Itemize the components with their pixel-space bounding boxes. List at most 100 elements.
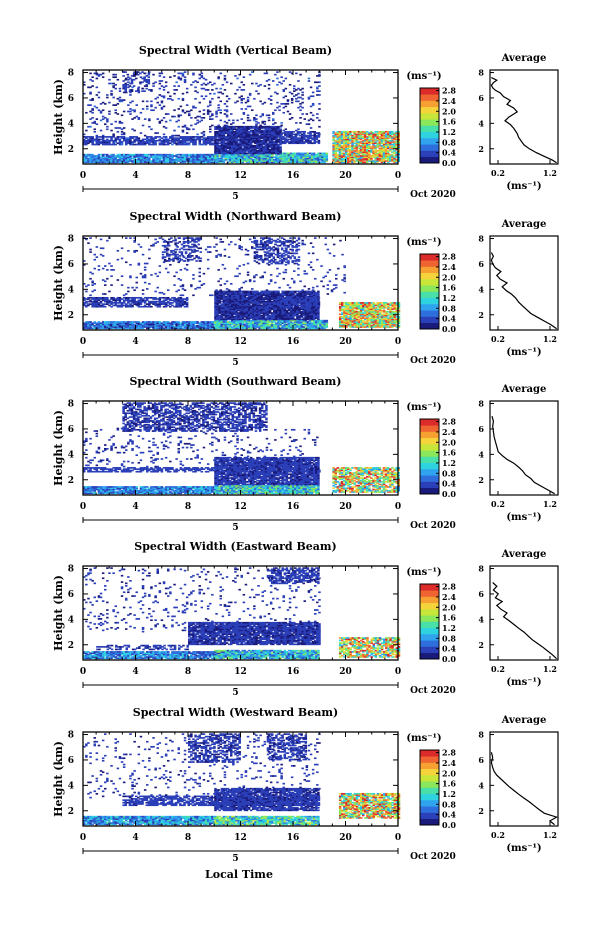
- colorbar-tick-label: 2.4: [442, 96, 456, 106]
- average-y-tick-label: 8: [478, 564, 484, 574]
- average-y-tick-label: 4: [478, 284, 484, 294]
- y-axis-label: Height (km): [52, 79, 65, 155]
- average-y-tick-label: 2: [478, 806, 484, 816]
- x-tick-label: 20: [339, 667, 352, 677]
- average-unit: (ms⁻¹): [506, 347, 541, 358]
- y-tick-label: 4: [68, 285, 74, 295]
- colorbar-tick-label: 2.4: [442, 758, 456, 768]
- average-title: Average: [501, 384, 547, 395]
- y-tick-label: 6: [68, 260, 74, 270]
- date-label: Oct 2020: [410, 190, 456, 200]
- y-tick-label: 2: [68, 807, 74, 817]
- colorbar-tick-label: 0.4: [442, 479, 456, 489]
- average-y-tick-label: 4: [478, 780, 484, 790]
- x-tick-label: 20: [339, 337, 352, 347]
- colorbar-tick-label: 1.6: [442, 283, 456, 293]
- y-tick-label: 6: [68, 94, 74, 104]
- y-axis-label: Height (km): [52, 410, 65, 486]
- average-line: [490, 77, 557, 164]
- x-tick-label: 16: [287, 833, 300, 843]
- x-tick-label: 20: [339, 502, 352, 512]
- average-y-tick-label: 4: [478, 449, 484, 459]
- average-unit: (ms⁻¹): [506, 512, 541, 523]
- colorbar-tick-label: 1.6: [442, 448, 456, 458]
- colorbar: 0.00.40.81.21.62.02.42.8: [419, 252, 456, 334]
- heatmap-cells: [83, 402, 400, 495]
- y-axis-label: Height (km): [52, 741, 65, 817]
- colorbar-tick-label: 0.8: [442, 468, 456, 478]
- colorbar-tick-label: 1.6: [442, 613, 456, 623]
- colorbar-unit: (ms⁻¹): [406, 733, 441, 744]
- x-tick-label: 20: [339, 171, 352, 181]
- heatmap-cells: [83, 237, 401, 330]
- colorbar-tick-label: 1.6: [442, 117, 456, 127]
- colorbar-tick-label: 0.0: [442, 324, 456, 334]
- colorbar-tick-label: 2.8: [442, 86, 456, 96]
- colorbar-tick-label: 2.8: [442, 748, 456, 758]
- average-y-tick-label: 8: [478, 234, 484, 244]
- panel-title: Spectral Width (Southward Beam): [129, 375, 341, 388]
- x-tick-label: 16: [287, 171, 300, 181]
- x-tick-label: 20: [339, 833, 352, 843]
- average-title: Average: [501, 549, 547, 560]
- average-x-tick-label: 0.2: [491, 499, 505, 509]
- colorbar-tick-label: 0.0: [442, 654, 456, 664]
- y-tick-label: 6: [68, 756, 74, 766]
- y-axis-label: Height (km): [52, 245, 65, 321]
- average-unit: (ms⁻¹): [506, 843, 541, 854]
- y-tick-label: 2: [68, 311, 74, 321]
- colorbar-tick-label: 2.8: [442, 582, 456, 592]
- average-line: [491, 416, 555, 495]
- x-tick-label: 8: [185, 502, 191, 512]
- colorbar-frame: [419, 749, 440, 826]
- y-tick-label: 8: [68, 565, 74, 575]
- y-tick-label: 8: [68, 400, 74, 410]
- colorbar-tick-label: 0.8: [442, 303, 456, 313]
- y-tick-label: 4: [68, 615, 74, 625]
- y-tick-label: 8: [68, 731, 74, 741]
- average-frame: [489, 235, 559, 331]
- panel-title: Spectral Width (Vertical Beam): [139, 44, 332, 57]
- colorbar-tick-label: 2.4: [442, 427, 456, 437]
- colorbar-tick-label: 0.4: [442, 148, 456, 158]
- heatmap-cells: [83, 733, 401, 826]
- x-tick-label: 4: [132, 833, 138, 843]
- colorbar-unit: (ms⁻¹): [406, 237, 441, 248]
- panel-4: Spectral Width (Eastward Beam)0 4 8 12 16 20 0…: [52, 540, 559, 698]
- colorbar-tick-label: 0.8: [442, 137, 456, 147]
- average-frame: [489, 69, 559, 165]
- average-y-tick-label: 2: [478, 640, 484, 650]
- x-tick-label: 16: [287, 502, 300, 512]
- y-axis-label: Height (km): [52, 575, 65, 651]
- y-tick-label: 8: [68, 69, 74, 79]
- average-line: [490, 752, 559, 826]
- date-label: Oct 2020: [410, 521, 456, 531]
- average-x-tick-label: 1.2: [543, 168, 557, 178]
- colorbar-tick-label: 0.4: [442, 314, 456, 324]
- colorbar-frame: [419, 418, 440, 495]
- average-y-tick-label: 8: [478, 399, 484, 409]
- day-label: 5: [232, 854, 238, 864]
- x-tick-label: 0: [80, 502, 86, 512]
- colorbar-unit: (ms⁻¹): [406, 71, 441, 82]
- colorbar-tick-label: 0.0: [442, 158, 456, 168]
- y-tick-label: 4: [68, 119, 74, 129]
- colorbar: 0.00.40.81.21.62.02.42.8: [419, 86, 456, 168]
- colorbar-tick-label: 0.0: [442, 820, 456, 830]
- x-tick-label: 0: [395, 337, 401, 347]
- colorbar-tick-label: 0.4: [442, 810, 456, 820]
- colorbar-tick-label: 2.4: [442, 592, 456, 602]
- average-profile: Average 2 4 6 8 0.2 1.2(ms⁻¹): [478, 219, 559, 358]
- average-frame: [489, 731, 559, 827]
- average-y-tick-label: 6: [478, 589, 484, 599]
- x-tick-label: 0: [80, 337, 86, 347]
- colorbar-tick-label: 1.2: [442, 458, 456, 468]
- date-label: Oct 2020: [410, 686, 456, 696]
- x-tick-label: 0: [80, 171, 86, 181]
- x-tick-label: 0: [395, 833, 401, 843]
- average-y-tick-label: 6: [478, 259, 484, 269]
- average-y-tick-label: 6: [478, 93, 484, 103]
- heatmap-cells: [83, 71, 400, 164]
- average-y-tick-label: 2: [478, 475, 484, 485]
- y-tick-label: 2: [68, 641, 74, 651]
